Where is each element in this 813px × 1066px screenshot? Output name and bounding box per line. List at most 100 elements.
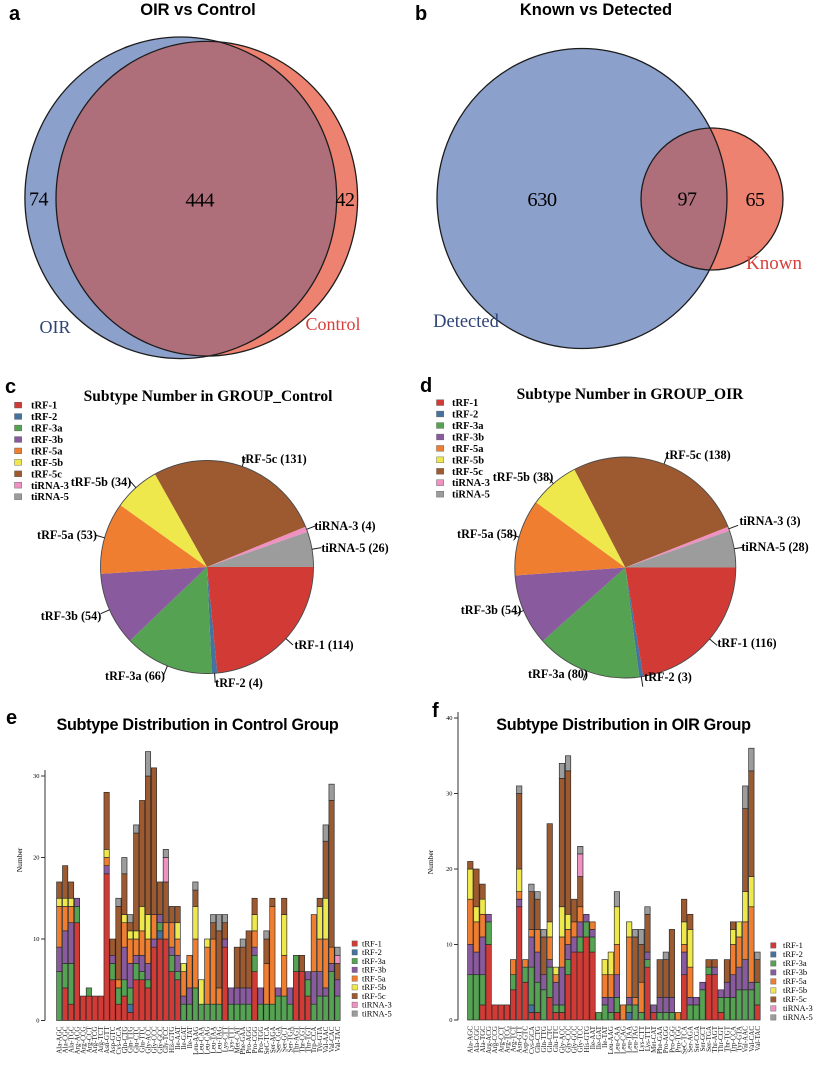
svg-text:tiRNA-5: tiRNA-5 <box>783 1012 813 1022</box>
svg-text:Lys-CTT: Lys-CTT <box>638 1025 646 1051</box>
svg-text:Val-CAC: Val-CAC <box>328 1026 336 1052</box>
svg-text:74: 74 <box>29 189 49 211</box>
svg-text:Leu-TAG: Leu-TAG <box>632 1026 640 1053</box>
svg-text:tRF-1: tRF-1 <box>452 398 478 409</box>
svg-text:Trp-CCA: Trp-CCA <box>729 1026 737 1053</box>
svg-text:tRF-3a (66): tRF-3a (66) <box>105 669 165 683</box>
svg-text:Ala-AGC: Ala-AGC <box>56 1026 64 1054</box>
svg-text:tiRNA-5: tiRNA-5 <box>452 490 490 501</box>
svg-text:tRF-5b: tRF-5b <box>452 455 484 466</box>
svg-text:tRF-5c: tRF-5c <box>362 991 386 1001</box>
svg-text:tRF-2: tRF-2 <box>783 949 803 959</box>
svg-text:tRF-3b: tRF-3b <box>783 967 807 977</box>
svg-text:Pro-TGG: Pro-TGG <box>257 1027 265 1053</box>
svg-text:Ala-CGC: Ala-CGC <box>473 1026 481 1053</box>
svg-text:Ser-CGA: Ser-CGA <box>693 1026 701 1052</box>
svg-text:f: f <box>432 700 439 722</box>
svg-text:tRF-3a: tRF-3a <box>31 424 63 435</box>
svg-text:Val-AAC: Val-AAC <box>742 1026 750 1053</box>
svg-text:tRF-1 (114): tRF-1 (114) <box>294 638 353 652</box>
svg-text:Control: Control <box>305 314 360 334</box>
svg-text:d: d <box>420 375 432 397</box>
svg-text:Number: Number <box>426 849 435 874</box>
svg-text:c: c <box>5 376 16 398</box>
svg-text:a: a <box>9 3 21 25</box>
svg-text:Asp-GTC: Asp-GTC <box>109 1026 117 1054</box>
svg-text:40: 40 <box>446 715 452 722</box>
svg-text:Ser-GCT: Ser-GCT <box>699 1025 707 1051</box>
svg-text:Val-TAC: Val-TAC <box>754 1026 762 1051</box>
svg-text:Known: Known <box>746 253 802 274</box>
svg-text:Thr-AGT: Thr-AGT <box>711 1025 719 1052</box>
svg-text:Detected: Detected <box>433 312 499 332</box>
svg-text:tRF-5b (34): tRF-5b (34) <box>71 475 132 489</box>
svg-text:His-GTG: His-GTG <box>168 1027 176 1053</box>
svg-text:Leu-TAG: Leu-TAG <box>215 1026 223 1053</box>
svg-text:Gln-CTG: Gln-CTG <box>534 1026 542 1053</box>
svg-text:tiRNA-3: tiRNA-3 <box>31 481 69 492</box>
svg-text:Subtype Distribution in OIR Gr: Subtype Distribution in OIR Group <box>496 716 751 734</box>
svg-text:Asn-GTT: Asn-GTT <box>103 1026 111 1054</box>
svg-text:tiRNA-3: tiRNA-3 <box>362 1000 392 1010</box>
svg-text:Subtype Number in GROUP_OIR: Subtype Number in GROUP_OIR <box>517 386 744 403</box>
svg-text:Ser-CGA: Ser-CGA <box>275 1026 283 1052</box>
svg-text:444: 444 <box>185 190 214 212</box>
svg-text:Gly-GCC: Gly-GCC <box>571 1026 579 1054</box>
svg-text:tiRNA-3: tiRNA-3 <box>452 478 490 489</box>
svg-text:65: 65 <box>746 189 766 211</box>
svg-text:tRF-5a: tRF-5a <box>783 976 807 986</box>
svg-text:Gly-CCC: Gly-CCC <box>150 1026 158 1053</box>
svg-text:Val-TAC: Val-TAC <box>334 1026 342 1051</box>
svg-text:Cys-GCA: Cys-GCA <box>528 1026 536 1054</box>
svg-text:Cys-GCA: Cys-GCA <box>115 1026 123 1054</box>
svg-text:Phe-GAA: Phe-GAA <box>239 1026 247 1054</box>
svg-text:tiRNA-3: tiRNA-3 <box>783 1003 813 1013</box>
svg-text:Arg-ACG: Arg-ACG <box>485 1026 493 1054</box>
svg-text:Ile-TAT: Ile-TAT <box>186 1026 194 1049</box>
svg-text:tiRNA-3 (4): tiRNA-3 (4) <box>314 519 375 533</box>
svg-text:Tyr-GTA: Tyr-GTA <box>736 1026 744 1052</box>
svg-text:Val-AAC: Val-AAC <box>322 1026 330 1053</box>
svg-text:Ser-TGA: Ser-TGA <box>705 1026 713 1052</box>
svg-text:tRF-5a: tRF-5a <box>362 973 386 983</box>
svg-text:Leu-AAG: Leu-AAG <box>607 1026 615 1054</box>
svg-text:10: 10 <box>446 942 452 949</box>
svg-text:b: b <box>415 3 427 25</box>
svg-text:tiRNA-5: tiRNA-5 <box>362 1008 392 1018</box>
svg-text:Thr-TGT: Thr-TGT <box>723 1025 731 1052</box>
svg-text:tRF-5c: tRF-5c <box>452 467 483 478</box>
svg-text:Val-CAC: Val-CAC <box>748 1026 756 1052</box>
svg-text:tRF-5a: tRF-5a <box>31 446 63 457</box>
svg-text:30: 30 <box>33 773 39 780</box>
svg-text:tiRNA-5: tiRNA-5 <box>31 492 69 503</box>
svg-text:Leu-CAA: Leu-CAA <box>613 1026 621 1054</box>
svg-text:20: 20 <box>33 855 39 862</box>
svg-text:Ile-AAT: Ile-AAT <box>589 1025 597 1049</box>
svg-text:Arg-CCG: Arg-CCG <box>491 1026 499 1053</box>
svg-text:tRF-5c: tRF-5c <box>31 469 62 480</box>
svg-text:Gly-TCC: Gly-TCC <box>577 1026 585 1053</box>
svg-text:Known vs Detected: Known vs Detected <box>520 1 672 19</box>
svg-text:Glu-TTC: Glu-TTC <box>552 1026 560 1052</box>
svg-text:Met-CAT: Met-CAT <box>233 1026 241 1054</box>
svg-text:tRF-5b: tRF-5b <box>362 982 386 992</box>
svg-text:tiRNA-5 (28): tiRNA-5 (28) <box>741 540 808 554</box>
svg-text:OIR: OIR <box>40 317 71 337</box>
svg-text:tRF-2: tRF-2 <box>362 947 382 957</box>
svg-text:Ser-AGA: Ser-AGA <box>269 1026 277 1053</box>
svg-text:Ile-TAT: Ile-TAT <box>601 1025 609 1048</box>
svg-text:tRF-5c (131): tRF-5c (131) <box>241 452 306 466</box>
svg-text:tRF-5b: tRF-5b <box>31 458 63 469</box>
svg-text:SeC-TCA: SeC-TCA <box>681 1026 689 1054</box>
svg-text:tRF-3b: tRF-3b <box>31 435 63 446</box>
svg-text:tRF-5a (58): tRF-5a (58) <box>457 527 517 541</box>
svg-text:tRF-3b: tRF-3b <box>452 433 484 444</box>
svg-text:tiRNA-5 (26): tiRNA-5 (26) <box>321 541 388 555</box>
svg-text:tRF-3b (54): tRF-3b (54) <box>461 603 522 617</box>
svg-text:97: 97 <box>678 189 698 211</box>
svg-text:Arg-TCT: Arg-TCT <box>509 1025 517 1052</box>
svg-text:Glu-TTC: Glu-TTC <box>139 1026 147 1052</box>
svg-text:Gly-TCC: Gly-TCC <box>162 1026 170 1053</box>
svg-text:0: 0 <box>449 1017 452 1024</box>
svg-text:Ala-TGC: Ala-TGC <box>67 1026 75 1053</box>
